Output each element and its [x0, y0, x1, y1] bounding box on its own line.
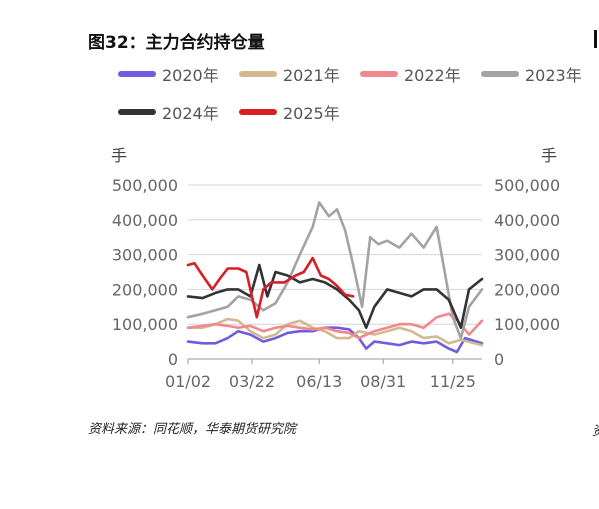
y-tick-right-500000: 500,000	[494, 176, 560, 195]
series-line-2	[186, 312, 484, 340]
x-tick-label-11-25: 11/25	[430, 372, 476, 391]
legend-label-2024: 2024年	[162, 104, 219, 123]
legend-swatch-2020	[118, 71, 156, 77]
y-tick-left-0: 0	[168, 350, 178, 369]
left-axis-unit: 手	[111, 146, 128, 165]
legend-item-2021: 2021年	[239, 62, 340, 86]
legend-label-2022: 2022年	[404, 66, 461, 85]
legend-swatch-2025	[239, 109, 277, 115]
y-tick-right-0: 0	[494, 350, 504, 369]
legend-label-2023: 2023年	[525, 66, 582, 85]
series-line-3	[186, 201, 484, 340]
y-tick-right-100000: 100,000	[494, 315, 560, 334]
y-tick-left-400000: 400,000	[112, 211, 178, 230]
y-tick-left-500000: 500,000	[112, 176, 178, 195]
legend-item-2022: 2022年	[360, 62, 461, 86]
y-tick-left-200000: 200,000	[112, 280, 178, 299]
right-axis-unit: 手	[541, 146, 558, 165]
y-tick-right-400000: 400,000	[494, 211, 560, 230]
chart-title: 图32：主力合约持仓量	[88, 33, 265, 53]
legend-item-2024: 2024年	[118, 100, 219, 124]
x-tick-label-08-31: 08/31	[360, 372, 406, 391]
legend-swatch-2023	[481, 71, 519, 77]
legend-label-2021: 2021年	[283, 66, 340, 85]
x-tick-label-03-22: 03/22	[229, 372, 275, 391]
y-tick-right-200000: 200,000	[494, 280, 560, 299]
series-line-5	[186, 256, 355, 319]
legend-swatch-2024	[118, 109, 156, 115]
legend-item-2025: 2025年	[239, 100, 340, 124]
edge-marker	[594, 30, 597, 48]
legend-label-2020: 2020年	[162, 66, 219, 85]
legend-swatch-2022	[360, 71, 398, 77]
legend-item-2023: 2023年	[481, 62, 582, 86]
y-tick-right-300000: 300,000	[494, 246, 560, 265]
y-tick-left-100000: 100,000	[112, 315, 178, 334]
series-line-4	[186, 263, 484, 330]
edge-source-fragment: 资	[592, 420, 599, 439]
x-tick-label-01-02: 01/02	[165, 372, 211, 391]
x-tick-label-06-13: 06/13	[296, 372, 342, 391]
legend-swatch-2021	[239, 71, 277, 77]
y-tick-left-300000: 300,000	[112, 246, 178, 265]
series-line-1	[186, 317, 484, 347]
series-line-0	[186, 326, 484, 354]
source-note: 资料来源：同花顺，华泰期货研究院	[88, 422, 297, 437]
legend-item-2020: 2020年	[118, 62, 219, 86]
legend-label-2025: 2025年	[283, 104, 340, 123]
